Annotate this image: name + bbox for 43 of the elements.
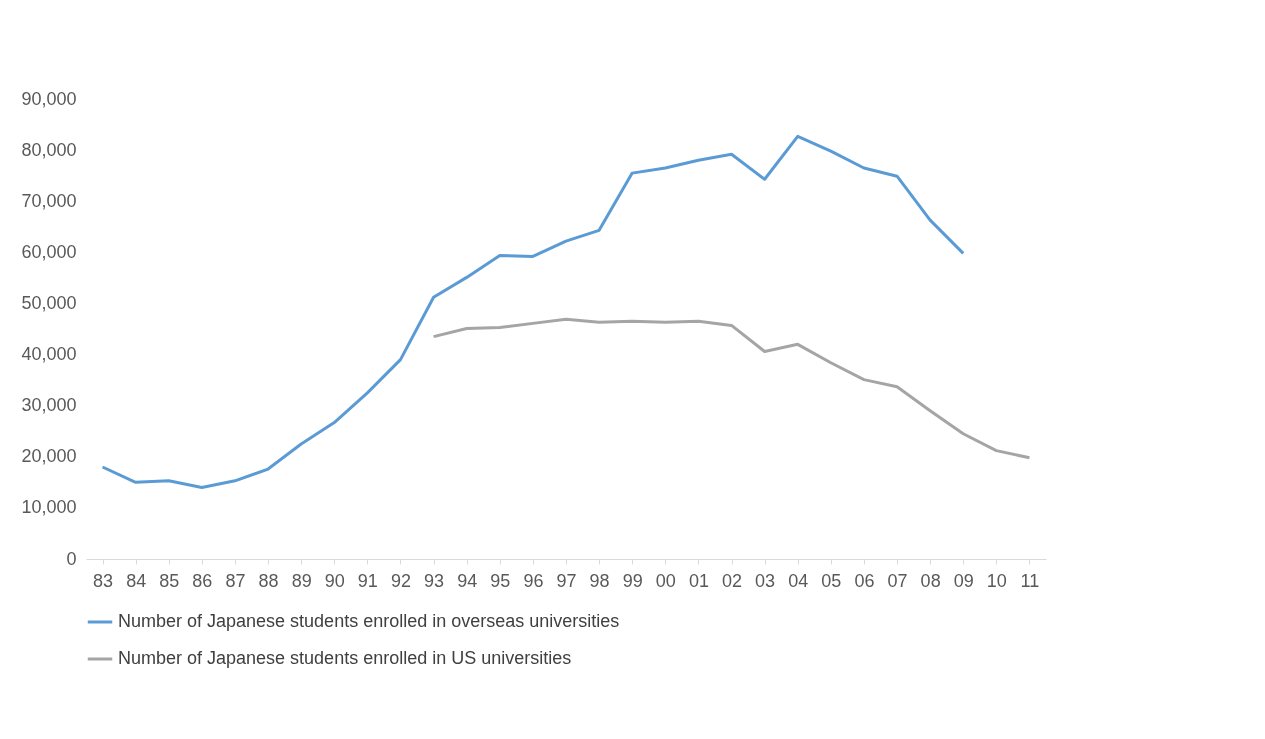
x-tick-label: 09 [953, 570, 974, 591]
x-tick-label: 01 [688, 570, 709, 591]
x-tick-label: 90 [324, 570, 345, 591]
y-tick-label: 60,000 [21, 241, 77, 262]
x-tick-label: 04 [788, 570, 809, 591]
x-tick-label: 99 [622, 570, 643, 591]
x-tick-label: 07 [887, 570, 908, 591]
x-tick-label: 94 [457, 570, 478, 591]
x-tick-label: 91 [357, 570, 378, 591]
x-tick-label: 87 [225, 570, 246, 591]
x-tick-label: 86 [192, 570, 213, 591]
x-tick-label: 08 [920, 570, 941, 591]
x-tick-label: 05 [821, 570, 842, 591]
x-tick-label: 95 [490, 570, 511, 591]
y-tick-label: 20,000 [21, 446, 77, 467]
y-tick-label: 50,000 [21, 292, 77, 313]
x-tick-label: 93 [424, 570, 445, 591]
legend-label: Number of Japanese students enrolled in US universities [118, 648, 572, 668]
legend-label: Number of Japanese students enrolled in overseas universities [118, 611, 620, 631]
x-tick-label: 03 [755, 570, 776, 591]
line-series [101, 134, 965, 489]
x-tick-label: 02 [722, 570, 743, 591]
x-tick-label: 92 [390, 570, 411, 591]
y-tick-label: 30,000 [21, 395, 77, 416]
x-tick-label: 06 [854, 570, 875, 591]
x-tick-label: 11 [1020, 570, 1040, 591]
x-tick-label: 89 [291, 570, 312, 591]
x-tick-label: 88 [258, 570, 279, 591]
x-tick-label: 97 [556, 570, 577, 591]
y-tick-label: 90,000 [21, 88, 77, 109]
x-tick-label: 98 [589, 570, 610, 591]
x-tick-label: 10 [986, 570, 1007, 591]
y-tick-label: 80,000 [21, 139, 77, 160]
x-tick-label: 96 [523, 570, 544, 591]
y-tick-label: 10,000 [21, 497, 77, 518]
x-tick-label: 00 [655, 570, 676, 591]
y-tick-label: 0 [66, 548, 77, 569]
x-tick-label: 84 [126, 570, 147, 591]
line-series [432, 317, 1031, 460]
y-tick-label: 70,000 [21, 190, 77, 211]
x-tick-label: 83 [93, 570, 114, 591]
x-tick-label: 85 [159, 570, 180, 591]
y-tick-label: 40,000 [21, 344, 77, 365]
